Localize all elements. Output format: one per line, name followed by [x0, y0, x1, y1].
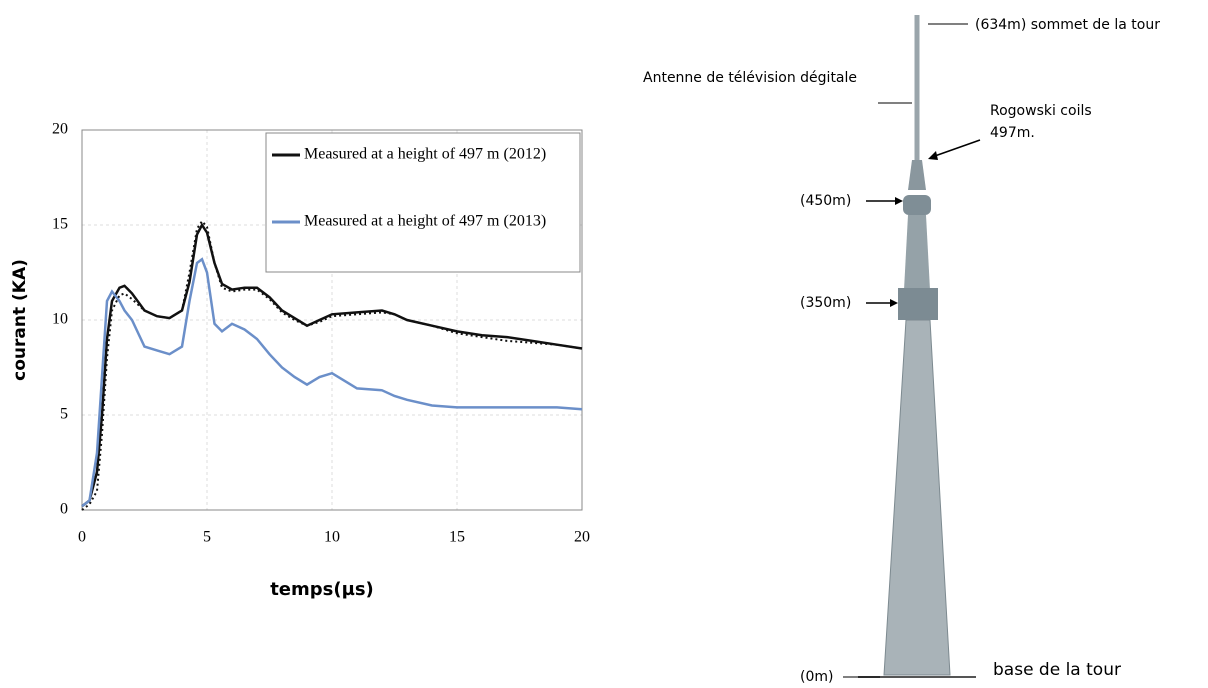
x-tick-label: 10 [324, 529, 340, 546]
y-tick-label: 0 [60, 501, 68, 518]
arrow [931, 139, 981, 158]
x-tick-label: 0 [78, 529, 86, 546]
tower-label: Antenne de télévision dégitale [643, 70, 857, 86]
x-axis-label: temps(µs) [270, 579, 374, 600]
tower-shaft [904, 215, 930, 290]
x-tick-label: 20 [574, 529, 590, 546]
legend-box [265, 132, 581, 273]
x-tick-label: 15 [449, 529, 465, 546]
series-line [81, 257, 583, 508]
observation-deck-350 [898, 288, 938, 320]
legend-label: Measured at a height of 497 m (2012) [304, 146, 546, 163]
tower-label: base de la tour [993, 660, 1121, 680]
tower-label: (350m) [800, 295, 851, 311]
y-tick-label: 15 [52, 216, 68, 233]
y-tick-label: 20 [52, 121, 68, 138]
tower-label: 497m. [990, 125, 1035, 141]
tower-label: (634m) sommet de la tour [975, 17, 1160, 33]
tower-top [908, 160, 926, 190]
y-axis-label: courant (KA) [10, 259, 30, 381]
tower: (634m) sommet de la tour Antenne de télé… [643, 15, 1160, 685]
legend-label: Measured at a height of 497 m (2013) [304, 213, 546, 230]
arrow-head [928, 151, 938, 160]
plot-frame [81, 129, 583, 511]
tower-body [883, 319, 951, 676]
tower-label: (0m) [800, 669, 833, 685]
tower-label: Rogowski coils [990, 103, 1092, 119]
series-line [81, 219, 583, 511]
y-tick-label: 5 [60, 406, 68, 423]
arrow-head [890, 299, 898, 307]
y-tick-label: 10 [52, 311, 68, 328]
arrow-head [895, 197, 903, 205]
tower-label: (450m) [800, 193, 851, 209]
observation-deck-450 [903, 195, 931, 215]
x-tick-label: 5 [203, 529, 211, 546]
